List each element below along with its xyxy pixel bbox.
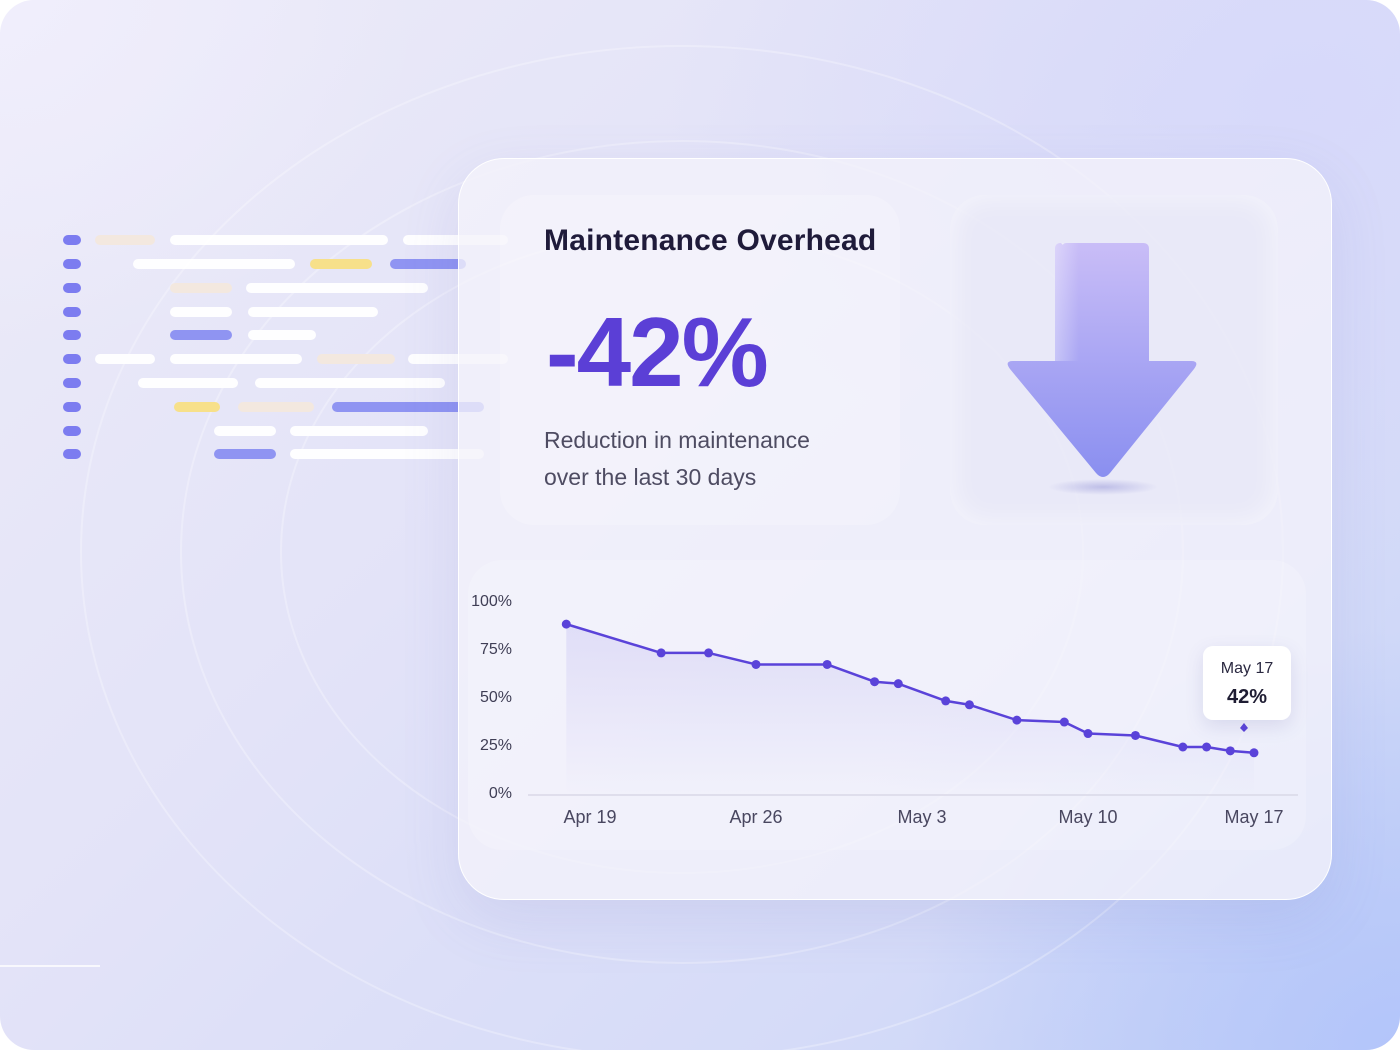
code-token [246, 283, 428, 293]
code-line [0, 402, 520, 412]
data-point[interactable] [1225, 746, 1235, 756]
y-tick-label: 0% [488, 785, 512, 802]
x-tick-label: Apr 19 [563, 807, 617, 827]
reduction-value: -42% [546, 297, 769, 407]
chart-tooltip: May 17 42% [1203, 646, 1291, 720]
x-tick-label: May 3 [897, 807, 947, 827]
data-point[interactable] [1083, 729, 1093, 739]
code-token [238, 402, 314, 412]
code-line [0, 259, 520, 269]
data-point[interactable] [822, 659, 832, 669]
card-subtitle-line: over the last 30 days [544, 464, 757, 490]
data-point[interactable] [704, 648, 714, 658]
code-token [248, 330, 316, 340]
data-point[interactable] [870, 677, 880, 687]
tooltip-pointer [1240, 723, 1248, 732]
code-token [403, 235, 508, 245]
code-token [332, 402, 484, 412]
code-token [170, 307, 232, 317]
code-token [214, 449, 276, 459]
code-line [0, 449, 520, 459]
code-line [0, 235, 520, 245]
code-line-marker [63, 235, 81, 245]
code-token [290, 426, 428, 436]
stat-panel [500, 195, 900, 525]
corner-line [0, 965, 100, 967]
card-subtitle-line: Reduction in maintenance [544, 427, 810, 453]
code-token [174, 402, 220, 412]
data-point[interactable] [964, 700, 974, 710]
code-token [310, 259, 372, 269]
arrow-down-icon [1007, 243, 1197, 495]
code-line-marker [63, 283, 81, 293]
y-tick-label: 50% [479, 689, 512, 706]
code-line-marker [63, 330, 81, 340]
data-point[interactable] [1202, 742, 1212, 752]
code-line-marker [63, 378, 81, 388]
code-token [317, 354, 395, 364]
code-token [170, 235, 388, 245]
code-token [170, 283, 232, 293]
data-point[interactable] [561, 619, 571, 629]
y-tick-label: 100% [471, 593, 512, 610]
code-line-marker [63, 449, 81, 459]
code-token [214, 426, 276, 436]
code-token [95, 235, 155, 245]
code-line [0, 330, 520, 340]
x-tick-label: Apr 26 [729, 807, 783, 827]
code-token [390, 259, 466, 269]
x-tick-label: May 10 [1058, 807, 1118, 827]
data-point[interactable] [1249, 748, 1259, 758]
tooltip-value: 42% [1226, 686, 1268, 708]
code-token [138, 378, 238, 388]
card-subtitle: Reduction in maintenance over the last 3… [544, 422, 884, 496]
code-line-marker [63, 354, 81, 364]
code-line-marker [63, 259, 81, 269]
code-token [170, 330, 232, 340]
code-token [95, 354, 155, 364]
code-line [0, 378, 520, 388]
code-token [248, 307, 378, 317]
data-point[interactable] [1012, 715, 1022, 725]
data-point[interactable] [1130, 730, 1140, 740]
x-tick-label: May 17 [1224, 807, 1284, 827]
code-line [0, 307, 520, 317]
code-line [0, 283, 520, 293]
code-line-marker [63, 402, 81, 412]
data-point[interactable] [656, 648, 666, 658]
card-title: Maintenance Overhead [544, 224, 877, 257]
code-token [170, 354, 302, 364]
code-line-marker [63, 426, 81, 436]
code-token [255, 378, 445, 388]
series-area [566, 624, 1254, 795]
tooltip-date: May 17 [1220, 660, 1274, 677]
code-token [290, 449, 484, 459]
y-tick-label: 75% [479, 641, 512, 658]
code-line [0, 426, 520, 436]
code-line-marker [63, 307, 81, 317]
code-token [133, 259, 295, 269]
data-point[interactable] [893, 679, 903, 689]
data-point[interactable] [751, 659, 761, 669]
data-point[interactable] [1059, 717, 1069, 727]
data-point[interactable] [941, 696, 951, 706]
data-point[interactable] [1178, 742, 1188, 752]
y-tick-label: 25% [479, 737, 512, 754]
